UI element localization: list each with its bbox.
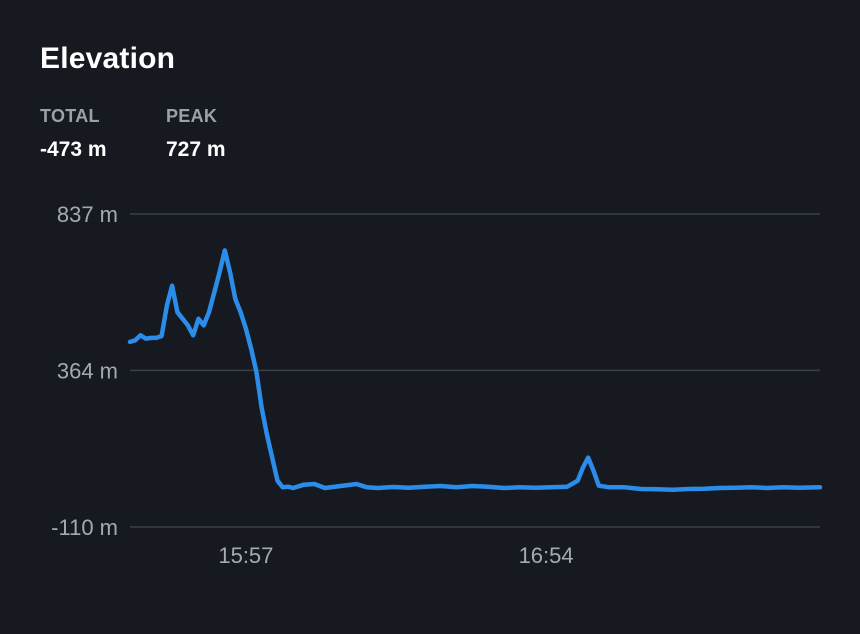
stat-peak-value: 727 m [166,138,226,161]
stat-total-label: TOTAL [40,106,100,126]
x-tick-label: 15:57 [218,543,273,568]
stat-peak: PEAK 727 m [166,106,226,162]
x-tick-label: 16:54 [519,543,574,568]
y-tick-label: 364 m [57,358,118,383]
card-title: Elevation [40,42,176,75]
y-tick-label: -110 m [51,515,118,540]
y-tick-label: 837 m [57,202,118,227]
stat-total-value: -473 m [40,138,107,161]
elevation-line [127,248,823,492]
stat-peak-label: PEAK [166,106,218,126]
stat-total: TOTAL -473 m [40,106,107,162]
